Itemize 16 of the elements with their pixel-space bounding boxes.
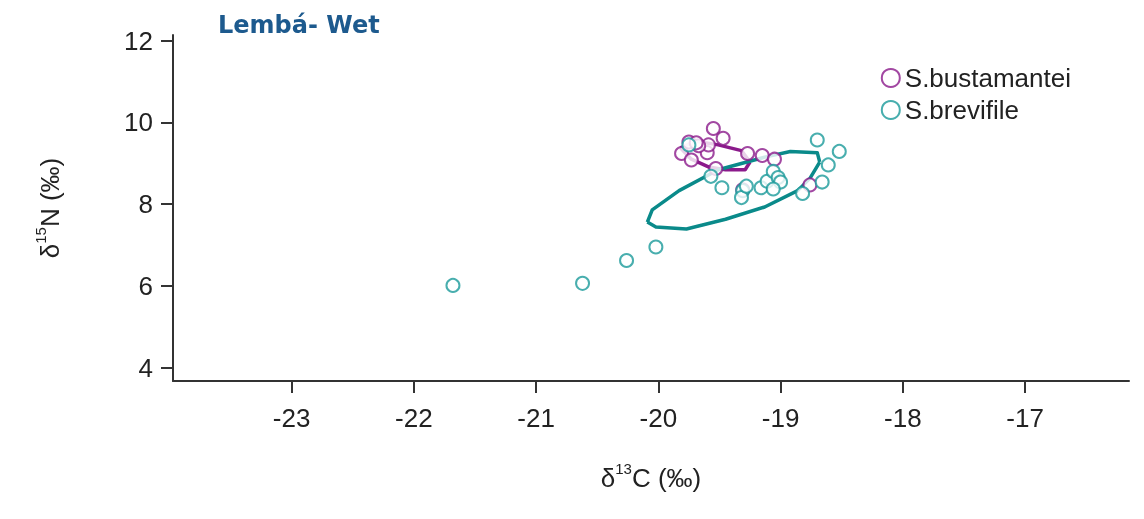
x-tick-label: -22 xyxy=(395,403,433,433)
y-tick-label: 4 xyxy=(138,352,153,383)
x-tick-label: -19 xyxy=(761,403,800,433)
x-tick-label: -23 xyxy=(272,403,311,433)
chart-title: Lembá- Wet xyxy=(218,11,380,39)
legend-label: S.brevifile xyxy=(904,95,1019,125)
x-tick-label: -17 xyxy=(1006,403,1044,433)
y-axis-title: δ15N (‰) xyxy=(32,157,65,259)
x-tick-label: -21 xyxy=(517,403,555,433)
y-tick-label: 6 xyxy=(138,270,153,301)
y-tick-label: 12 xyxy=(124,25,153,56)
y-tick-label: 10 xyxy=(124,107,153,138)
x-tick-label: -18 xyxy=(884,403,922,433)
x-tick-label: -20 xyxy=(639,403,678,433)
y-tick-label: 8 xyxy=(138,189,153,220)
legend-label: S.bustamantei xyxy=(904,63,1072,93)
